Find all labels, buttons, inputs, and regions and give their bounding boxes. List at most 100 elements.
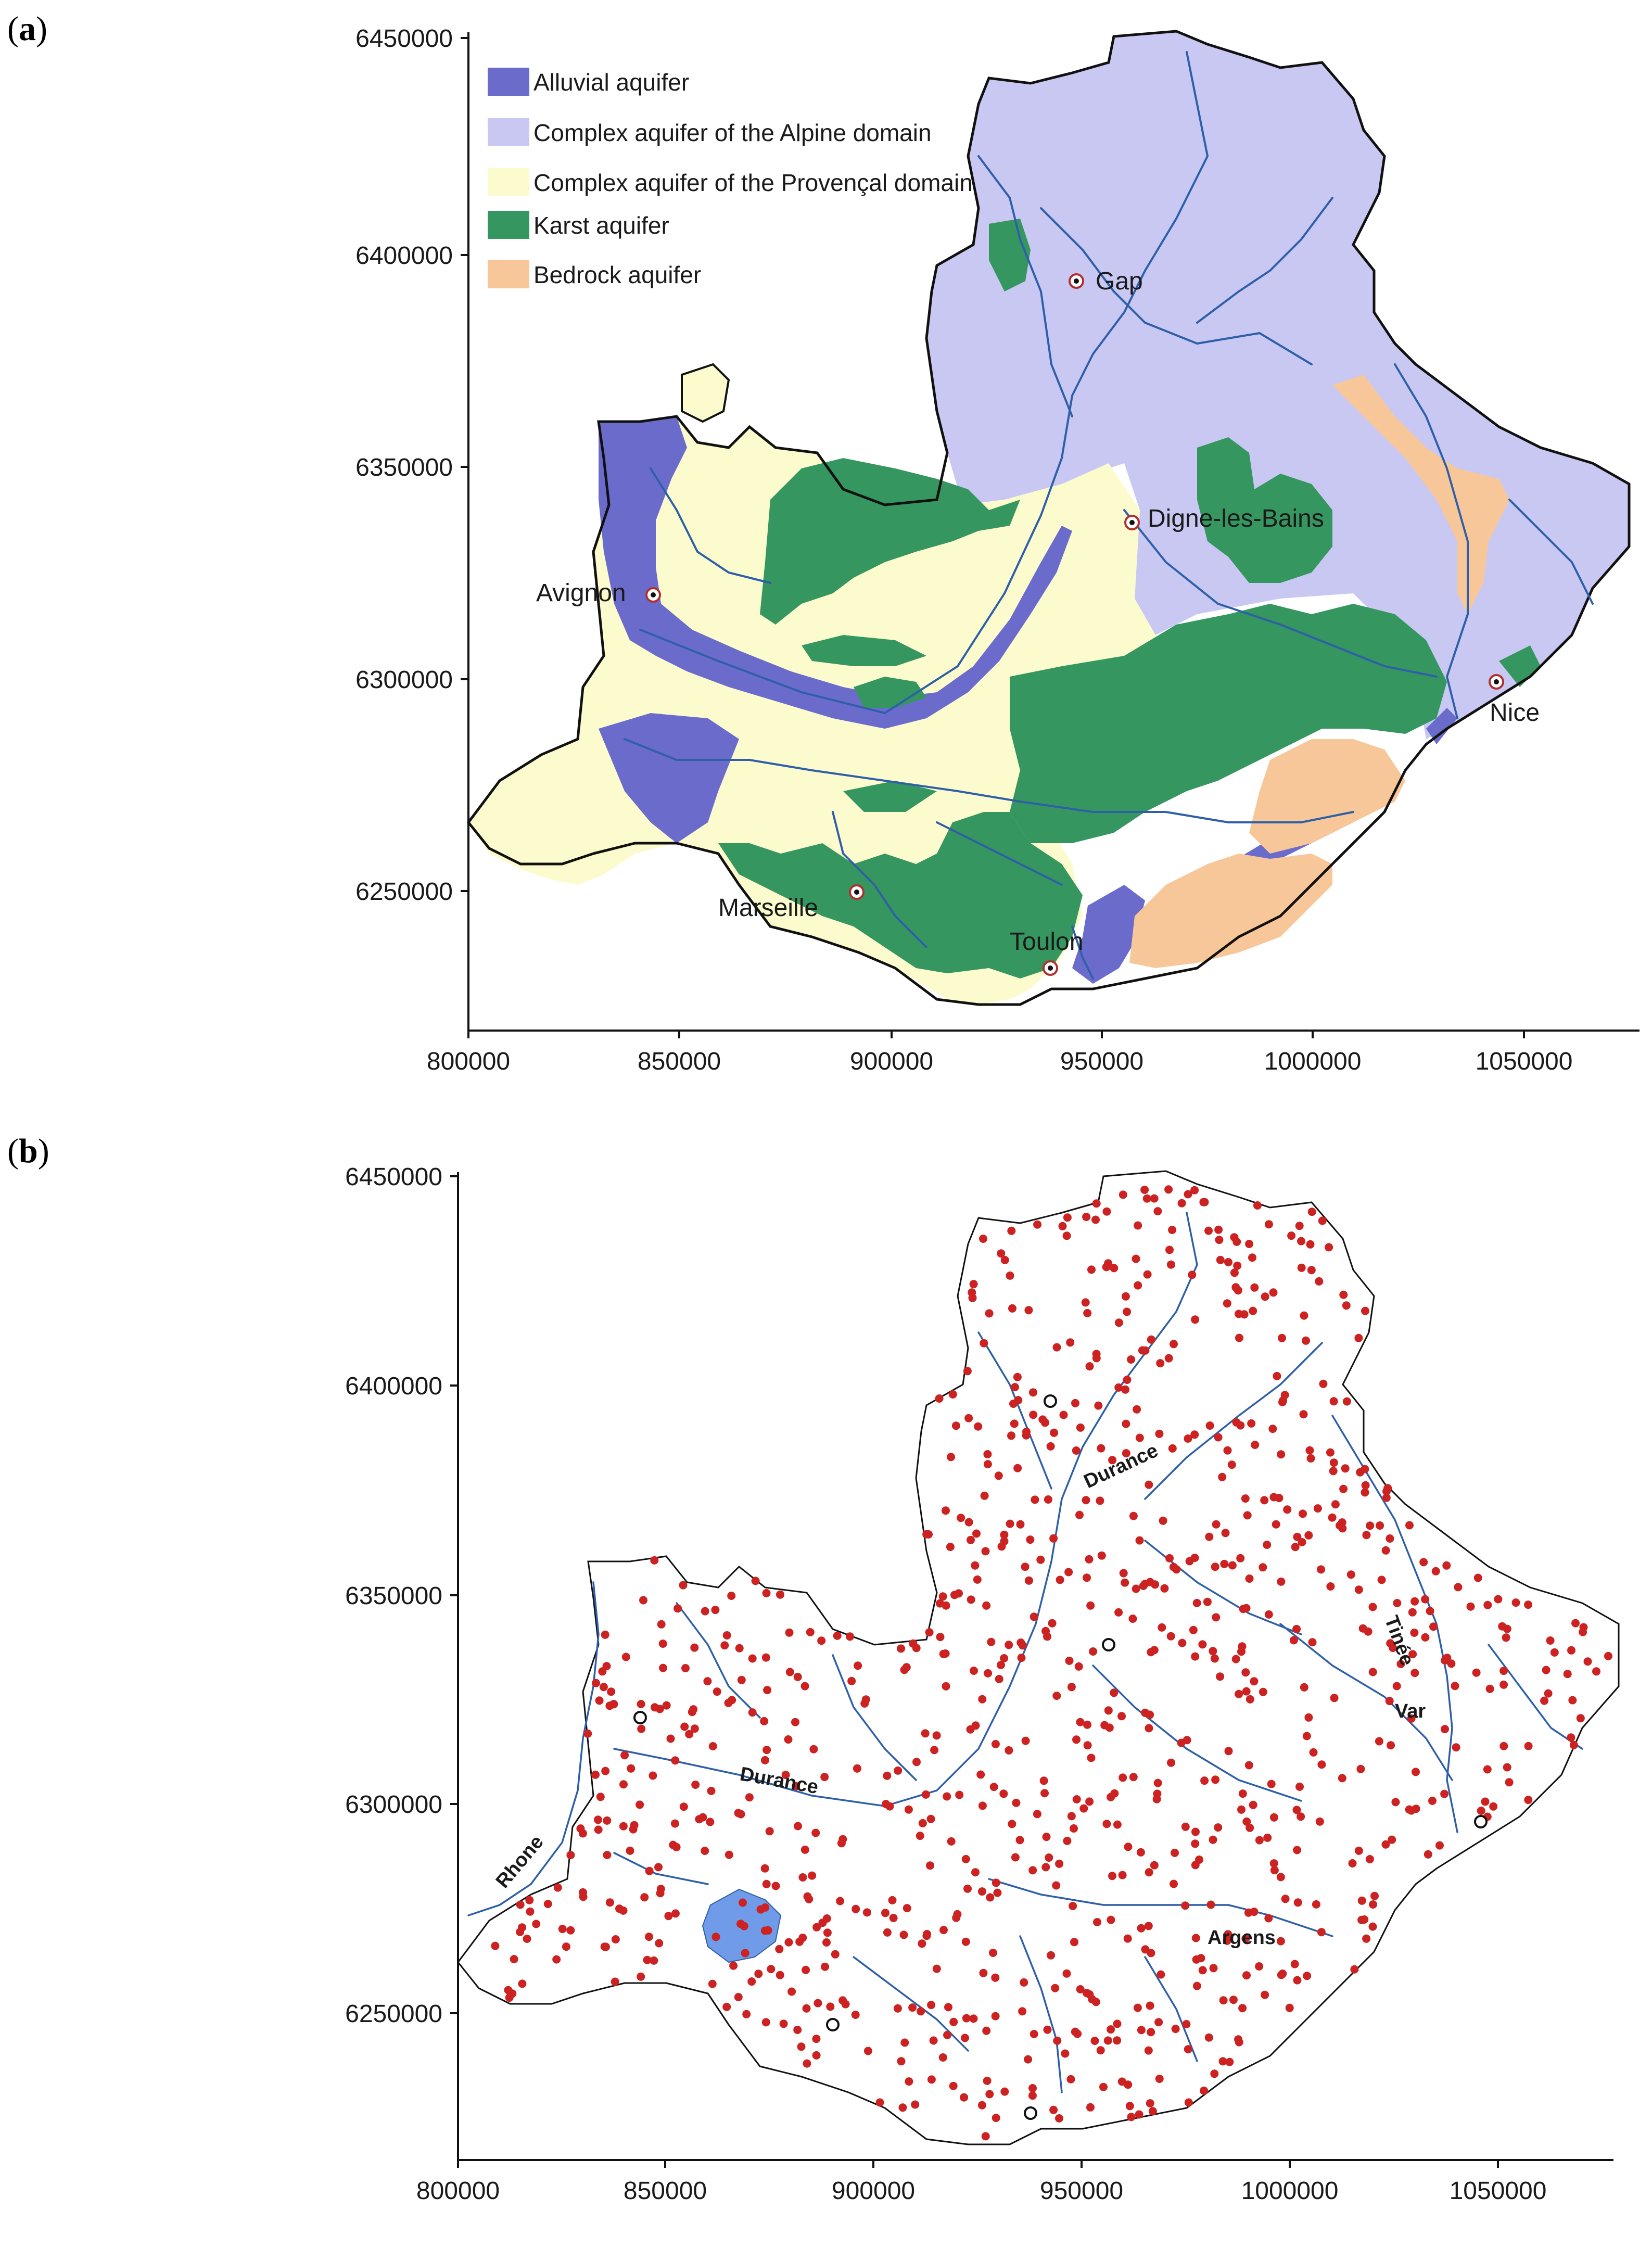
sampling-point [927, 2001, 936, 2010]
sampling-point [1096, 1496, 1104, 1505]
sampling-point [583, 1729, 592, 1738]
sampling-point [1381, 1546, 1390, 1555]
sampling-point [823, 1928, 832, 1937]
sampling-point [1302, 1732, 1311, 1740]
sampling-point [979, 1968, 988, 1977]
sampling-point [1524, 1742, 1533, 1750]
sampling-point [1143, 1270, 1152, 1279]
sampling-point [1066, 1338, 1075, 1347]
sampling-point [1042, 1833, 1051, 1841]
sampling-point [602, 1662, 611, 1671]
river-b-var [1279, 1623, 1453, 1781]
sampling-point [1103, 2036, 1112, 2045]
sampling-point [979, 1235, 987, 1243]
sampling-point [1085, 1797, 1094, 1806]
sampling-point [1122, 1449, 1130, 1458]
sampling-point [1159, 1516, 1167, 1525]
sampling-point [1192, 1955, 1201, 1964]
sampling-point [609, 1700, 618, 1709]
sampling-point [1241, 1494, 1250, 1503]
sampling-point [1481, 1797, 1490, 1806]
river-a-8 [832, 811, 927, 948]
sampling-point [1183, 1736, 1191, 1745]
sampling-point [591, 1770, 600, 1779]
sampling-point [1015, 1836, 1024, 1845]
river-a-10 [1508, 499, 1594, 605]
sampling-point [1184, 1190, 1192, 1199]
sampling-point [685, 1730, 694, 1738]
river-b-trib-2 [1144, 1342, 1323, 1500]
sampling-point [1000, 1530, 1009, 1539]
sampling-point [812, 2035, 821, 2043]
river-a-9 [650, 467, 771, 584]
sampling-point [1366, 1521, 1375, 1530]
sampling-point [627, 1764, 636, 1773]
sampling-point [957, 1514, 965, 1522]
sampling-point [1012, 1798, 1021, 1807]
sampling-point [1407, 1714, 1416, 1723]
sampling-point [619, 1906, 628, 1915]
sampling-point [1191, 1861, 1200, 1870]
panel-a-map-svg: 6450000 6400000 6350000 6300000 6250000 … [355, 25, 1640, 1075]
sampling-point [932, 1964, 941, 1973]
sampling-point [1270, 1866, 1279, 1875]
sampling-point [1076, 1423, 1085, 1432]
sampling-point [826, 2002, 835, 2011]
karst-south-region [718, 812, 1083, 979]
sampling-point [1167, 1758, 1175, 1767]
sampling-point [1278, 1970, 1287, 1978]
sampling-point [1190, 1186, 1199, 1195]
sampling-point [650, 1956, 658, 1965]
sampling-point [1215, 1236, 1224, 1244]
sampling-point [1289, 1636, 1298, 1645]
sampling-point [1181, 1822, 1190, 1831]
sampling-point [969, 2014, 978, 2023]
sampling-point [599, 1683, 608, 1692]
sampling-point [1083, 1741, 1092, 1750]
sampling-point [779, 2019, 788, 2028]
sampling-point [1153, 1778, 1162, 1787]
sampling-point [640, 1893, 649, 1902]
sampling-point [1133, 2003, 1142, 2012]
sampling-point [1388, 1835, 1396, 1844]
sampling-point [964, 1414, 973, 1422]
sampling-point [748, 1708, 757, 1717]
sampling-point [637, 1972, 645, 1981]
sampling-point [1040, 1418, 1049, 1427]
sampling-point [691, 1781, 700, 1789]
river-b-trib-5 [832, 1654, 917, 1781]
sampling-point [1102, 1207, 1111, 1216]
sampling-point [1269, 1813, 1278, 1822]
sampling-point [1235, 1689, 1243, 1698]
sampling-point [1451, 1682, 1459, 1691]
sampling-point [987, 1637, 996, 1646]
sampling-point [690, 1643, 699, 1652]
sampling-point [973, 1575, 982, 1584]
sampling-point [1007, 1226, 1016, 1235]
sampling-point [1119, 1773, 1127, 1782]
sampling-point [1047, 1951, 1056, 1960]
sampling-point [1082, 1496, 1090, 1505]
sampling-point [1072, 1735, 1081, 1744]
sampling-point [775, 1945, 784, 1953]
sampling-point [1293, 1976, 1302, 1985]
sampling-point [1264, 1914, 1273, 1923]
sampling-point [1239, 1605, 1248, 1613]
sampling-point [820, 1773, 829, 1782]
sampling-point [1421, 1633, 1430, 1642]
sampling-point [1410, 1597, 1419, 1606]
sampling-point [1206, 1900, 1215, 1909]
sampling-point [611, 1935, 620, 1943]
sampling-point [1064, 1568, 1073, 1577]
sampling-point [592, 1679, 600, 1687]
sampling-point [1498, 1622, 1507, 1631]
sampling-point [1405, 1521, 1414, 1530]
sampling-point [784, 1938, 793, 1947]
sampling-point [1302, 1336, 1310, 1345]
sampling-point [1350, 1965, 1359, 1974]
sampling-point [971, 1868, 980, 1877]
sampling-point [1089, 1647, 1098, 1656]
sampling-point [912, 1758, 921, 1767]
sampling-point [740, 1922, 748, 1930]
sampling-point [739, 1898, 747, 1907]
